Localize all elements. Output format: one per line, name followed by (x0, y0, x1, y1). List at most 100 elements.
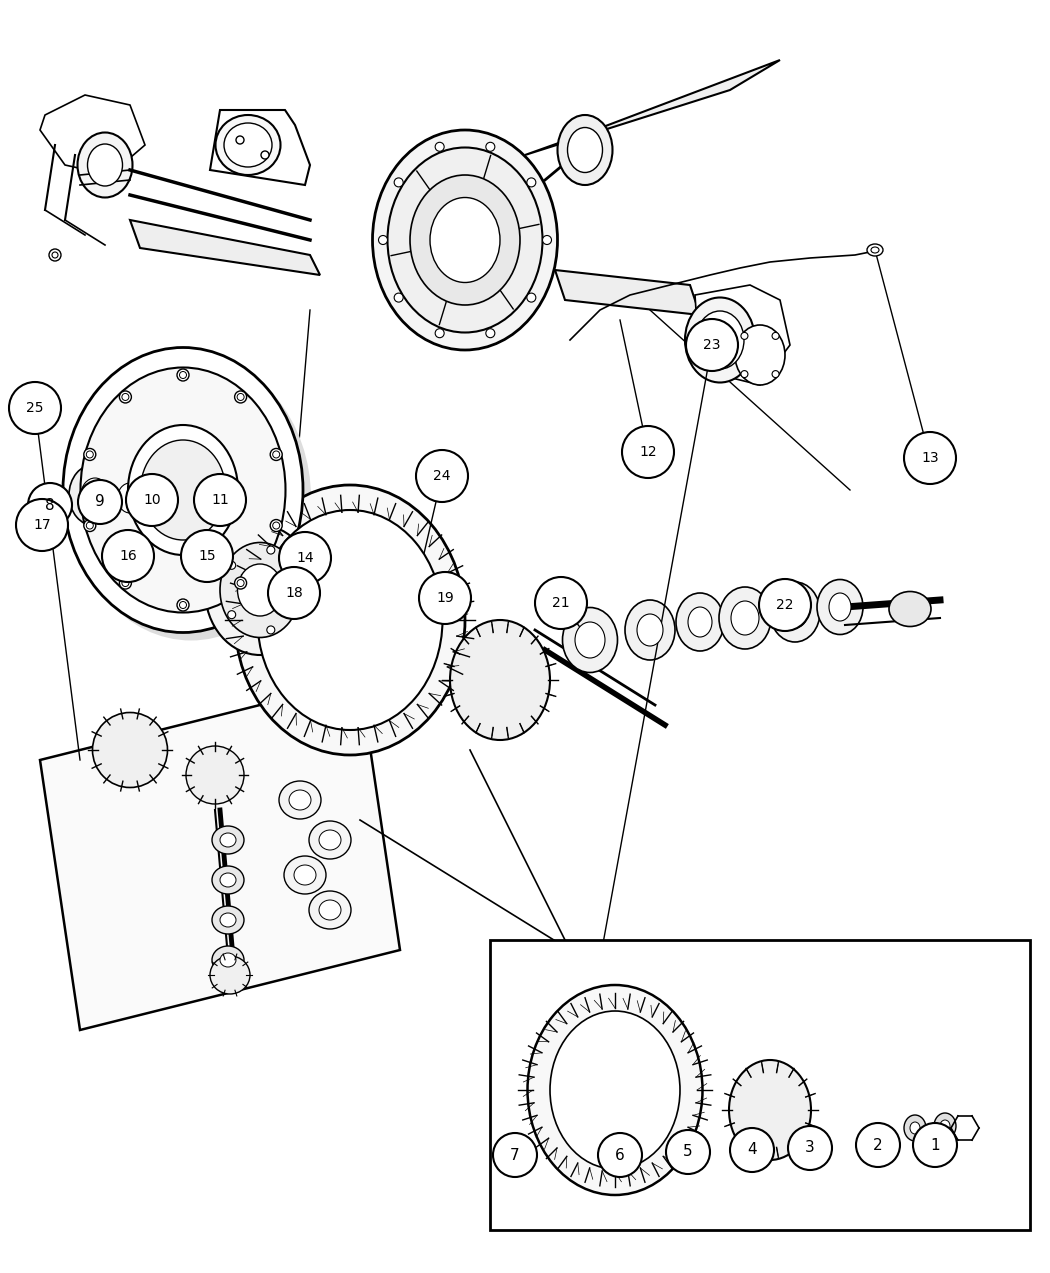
Circle shape (268, 566, 320, 619)
Ellipse shape (435, 328, 444, 337)
Ellipse shape (212, 946, 244, 974)
Ellipse shape (78, 132, 132, 197)
Polygon shape (555, 270, 700, 314)
Ellipse shape (770, 582, 820, 642)
Ellipse shape (92, 713, 168, 788)
Polygon shape (525, 60, 780, 155)
Ellipse shape (817, 579, 863, 634)
Ellipse shape (609, 1032, 662, 1104)
Ellipse shape (52, 252, 58, 258)
Ellipse shape (772, 370, 779, 378)
Ellipse shape (543, 236, 551, 244)
Ellipse shape (212, 906, 244, 934)
Ellipse shape (186, 746, 244, 805)
Ellipse shape (81, 477, 109, 512)
Ellipse shape (910, 1122, 920, 1134)
Text: 2: 2 (874, 1138, 883, 1152)
Ellipse shape (883, 1116, 903, 1144)
Ellipse shape (205, 524, 315, 656)
Ellipse shape (625, 600, 675, 659)
Ellipse shape (118, 482, 143, 513)
Text: 7: 7 (510, 1147, 520, 1162)
Ellipse shape (122, 579, 129, 587)
Ellipse shape (141, 440, 226, 540)
Circle shape (914, 1123, 957, 1167)
Ellipse shape (378, 236, 387, 244)
Text: 12: 12 (639, 446, 657, 460)
Circle shape (666, 1130, 710, 1174)
Ellipse shape (904, 1115, 926, 1141)
Ellipse shape (782, 596, 808, 628)
Ellipse shape (934, 1113, 956, 1139)
Ellipse shape (235, 485, 465, 755)
Ellipse shape (717, 1082, 733, 1102)
Circle shape (730, 1128, 774, 1172)
Ellipse shape (180, 372, 187, 378)
Ellipse shape (839, 1099, 872, 1142)
Circle shape (9, 382, 61, 434)
Ellipse shape (780, 1074, 836, 1144)
Ellipse shape (120, 577, 131, 589)
Text: 23: 23 (704, 339, 720, 353)
Ellipse shape (685, 298, 755, 382)
Ellipse shape (676, 593, 724, 651)
Text: 22: 22 (776, 598, 794, 612)
Ellipse shape (151, 486, 173, 513)
Bar (490, 939, 1030, 1230)
Circle shape (28, 482, 72, 527)
Ellipse shape (273, 522, 279, 530)
Circle shape (102, 530, 154, 582)
Ellipse shape (69, 463, 121, 526)
Ellipse shape (710, 1071, 740, 1113)
Ellipse shape (410, 174, 520, 306)
Polygon shape (40, 680, 400, 1030)
Text: 24: 24 (434, 468, 450, 482)
Ellipse shape (220, 953, 236, 967)
Polygon shape (210, 109, 310, 185)
Ellipse shape (228, 611, 235, 619)
Ellipse shape (71, 355, 311, 640)
Ellipse shape (236, 136, 244, 144)
Ellipse shape (741, 332, 748, 340)
Ellipse shape (696, 311, 744, 369)
Ellipse shape (261, 151, 269, 159)
Ellipse shape (212, 826, 244, 854)
Ellipse shape (867, 244, 883, 256)
Ellipse shape (234, 391, 247, 404)
Ellipse shape (550, 1011, 680, 1169)
Circle shape (759, 579, 811, 631)
Ellipse shape (309, 891, 351, 929)
Ellipse shape (291, 586, 299, 594)
Ellipse shape (210, 956, 250, 994)
Ellipse shape (563, 607, 617, 672)
Ellipse shape (220, 913, 236, 927)
Circle shape (686, 320, 738, 370)
Circle shape (16, 499, 68, 551)
Ellipse shape (793, 1088, 823, 1130)
Text: 13: 13 (921, 451, 939, 465)
Ellipse shape (289, 791, 311, 810)
Ellipse shape (234, 577, 247, 589)
Ellipse shape (309, 821, 351, 859)
Circle shape (181, 530, 233, 582)
Ellipse shape (735, 325, 785, 384)
Text: 18: 18 (286, 586, 302, 600)
Text: 16: 16 (119, 549, 136, 563)
Ellipse shape (86, 522, 93, 530)
Ellipse shape (387, 148, 543, 332)
Ellipse shape (527, 985, 702, 1195)
Text: 9: 9 (96, 494, 105, 509)
Circle shape (416, 449, 468, 502)
Circle shape (856, 1123, 900, 1167)
Ellipse shape (270, 519, 282, 532)
Text: 3: 3 (805, 1141, 815, 1156)
Ellipse shape (140, 472, 185, 527)
Circle shape (598, 1133, 642, 1178)
Text: 15: 15 (198, 549, 216, 563)
Circle shape (78, 480, 122, 524)
Ellipse shape (741, 370, 748, 378)
Ellipse shape (830, 593, 850, 621)
Ellipse shape (279, 782, 321, 819)
Ellipse shape (212, 866, 244, 894)
Text: 4: 4 (748, 1142, 757, 1157)
